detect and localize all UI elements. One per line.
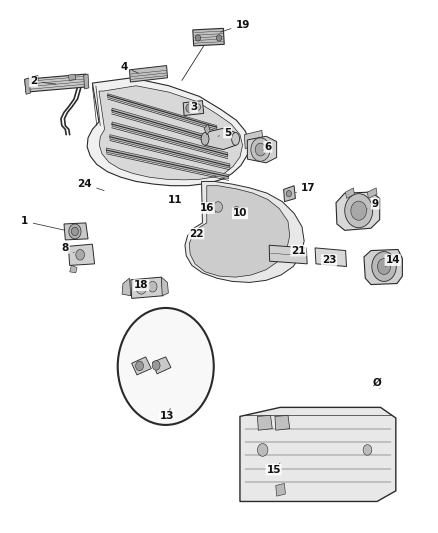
Circle shape <box>148 281 157 292</box>
Polygon shape <box>132 357 151 375</box>
Polygon shape <box>183 101 204 116</box>
Polygon shape <box>110 135 230 168</box>
Circle shape <box>195 35 201 41</box>
Circle shape <box>136 361 144 370</box>
Circle shape <box>195 104 201 110</box>
Text: 6: 6 <box>263 142 272 152</box>
Polygon shape <box>152 357 171 374</box>
Polygon shape <box>161 277 168 296</box>
Circle shape <box>186 104 193 112</box>
Polygon shape <box>276 483 286 496</box>
Polygon shape <box>25 78 30 94</box>
Polygon shape <box>240 407 396 502</box>
Polygon shape <box>64 223 88 240</box>
Text: 22: 22 <box>189 229 204 239</box>
Polygon shape <box>131 277 163 298</box>
Polygon shape <box>99 86 243 180</box>
Text: 5: 5 <box>218 127 231 138</box>
Polygon shape <box>70 265 77 273</box>
Text: 14: 14 <box>385 255 400 266</box>
Text: 3: 3 <box>190 102 197 112</box>
Text: 11: 11 <box>168 195 183 205</box>
Polygon shape <box>87 78 250 185</box>
Polygon shape <box>315 248 346 266</box>
Polygon shape <box>112 122 228 157</box>
Polygon shape <box>84 74 89 89</box>
Polygon shape <box>31 75 38 83</box>
Text: 19: 19 <box>220 20 250 32</box>
Polygon shape <box>269 245 307 264</box>
Text: Ø: Ø <box>373 377 381 389</box>
Polygon shape <box>275 415 290 430</box>
Text: 16: 16 <box>200 203 215 213</box>
Polygon shape <box>205 128 236 150</box>
Polygon shape <box>130 66 167 82</box>
Circle shape <box>136 281 147 294</box>
Ellipse shape <box>232 133 240 146</box>
Circle shape <box>214 201 223 212</box>
Circle shape <box>378 259 391 274</box>
Polygon shape <box>106 148 229 179</box>
Text: 23: 23 <box>322 255 336 265</box>
Circle shape <box>216 35 222 41</box>
Circle shape <box>255 143 266 156</box>
Circle shape <box>76 249 85 260</box>
Text: 13: 13 <box>159 409 174 422</box>
Polygon shape <box>367 188 377 198</box>
Text: 17: 17 <box>295 183 316 193</box>
Circle shape <box>345 193 373 228</box>
Circle shape <box>372 252 396 281</box>
Polygon shape <box>258 415 272 430</box>
Polygon shape <box>193 28 224 46</box>
Polygon shape <box>68 244 95 265</box>
Polygon shape <box>108 94 217 130</box>
Polygon shape <box>364 249 403 285</box>
Text: 10: 10 <box>233 208 247 219</box>
Circle shape <box>351 201 367 220</box>
Polygon shape <box>25 74 88 92</box>
Polygon shape <box>346 188 354 198</box>
Text: 15: 15 <box>266 463 281 474</box>
Polygon shape <box>185 181 304 282</box>
Text: 21: 21 <box>291 246 306 255</box>
Polygon shape <box>189 185 290 277</box>
Text: 2: 2 <box>30 77 56 86</box>
Polygon shape <box>122 278 131 296</box>
Circle shape <box>258 443 268 456</box>
Ellipse shape <box>201 133 209 146</box>
Polygon shape <box>336 192 380 230</box>
Circle shape <box>118 308 214 425</box>
Circle shape <box>71 227 78 236</box>
Text: 1: 1 <box>21 216 64 230</box>
Circle shape <box>251 138 270 161</box>
Polygon shape <box>247 136 277 163</box>
Polygon shape <box>68 74 76 80</box>
Polygon shape <box>244 131 264 149</box>
Text: 24: 24 <box>77 179 104 191</box>
Text: 8: 8 <box>62 243 74 253</box>
Circle shape <box>233 206 240 215</box>
Circle shape <box>152 361 160 370</box>
Polygon shape <box>204 124 210 135</box>
Circle shape <box>69 224 81 239</box>
Text: 18: 18 <box>134 280 148 290</box>
Circle shape <box>286 190 291 197</box>
Text: 9: 9 <box>367 199 379 209</box>
Circle shape <box>363 445 372 455</box>
Polygon shape <box>284 185 295 201</box>
Text: 4: 4 <box>120 62 138 73</box>
Polygon shape <box>112 108 223 144</box>
